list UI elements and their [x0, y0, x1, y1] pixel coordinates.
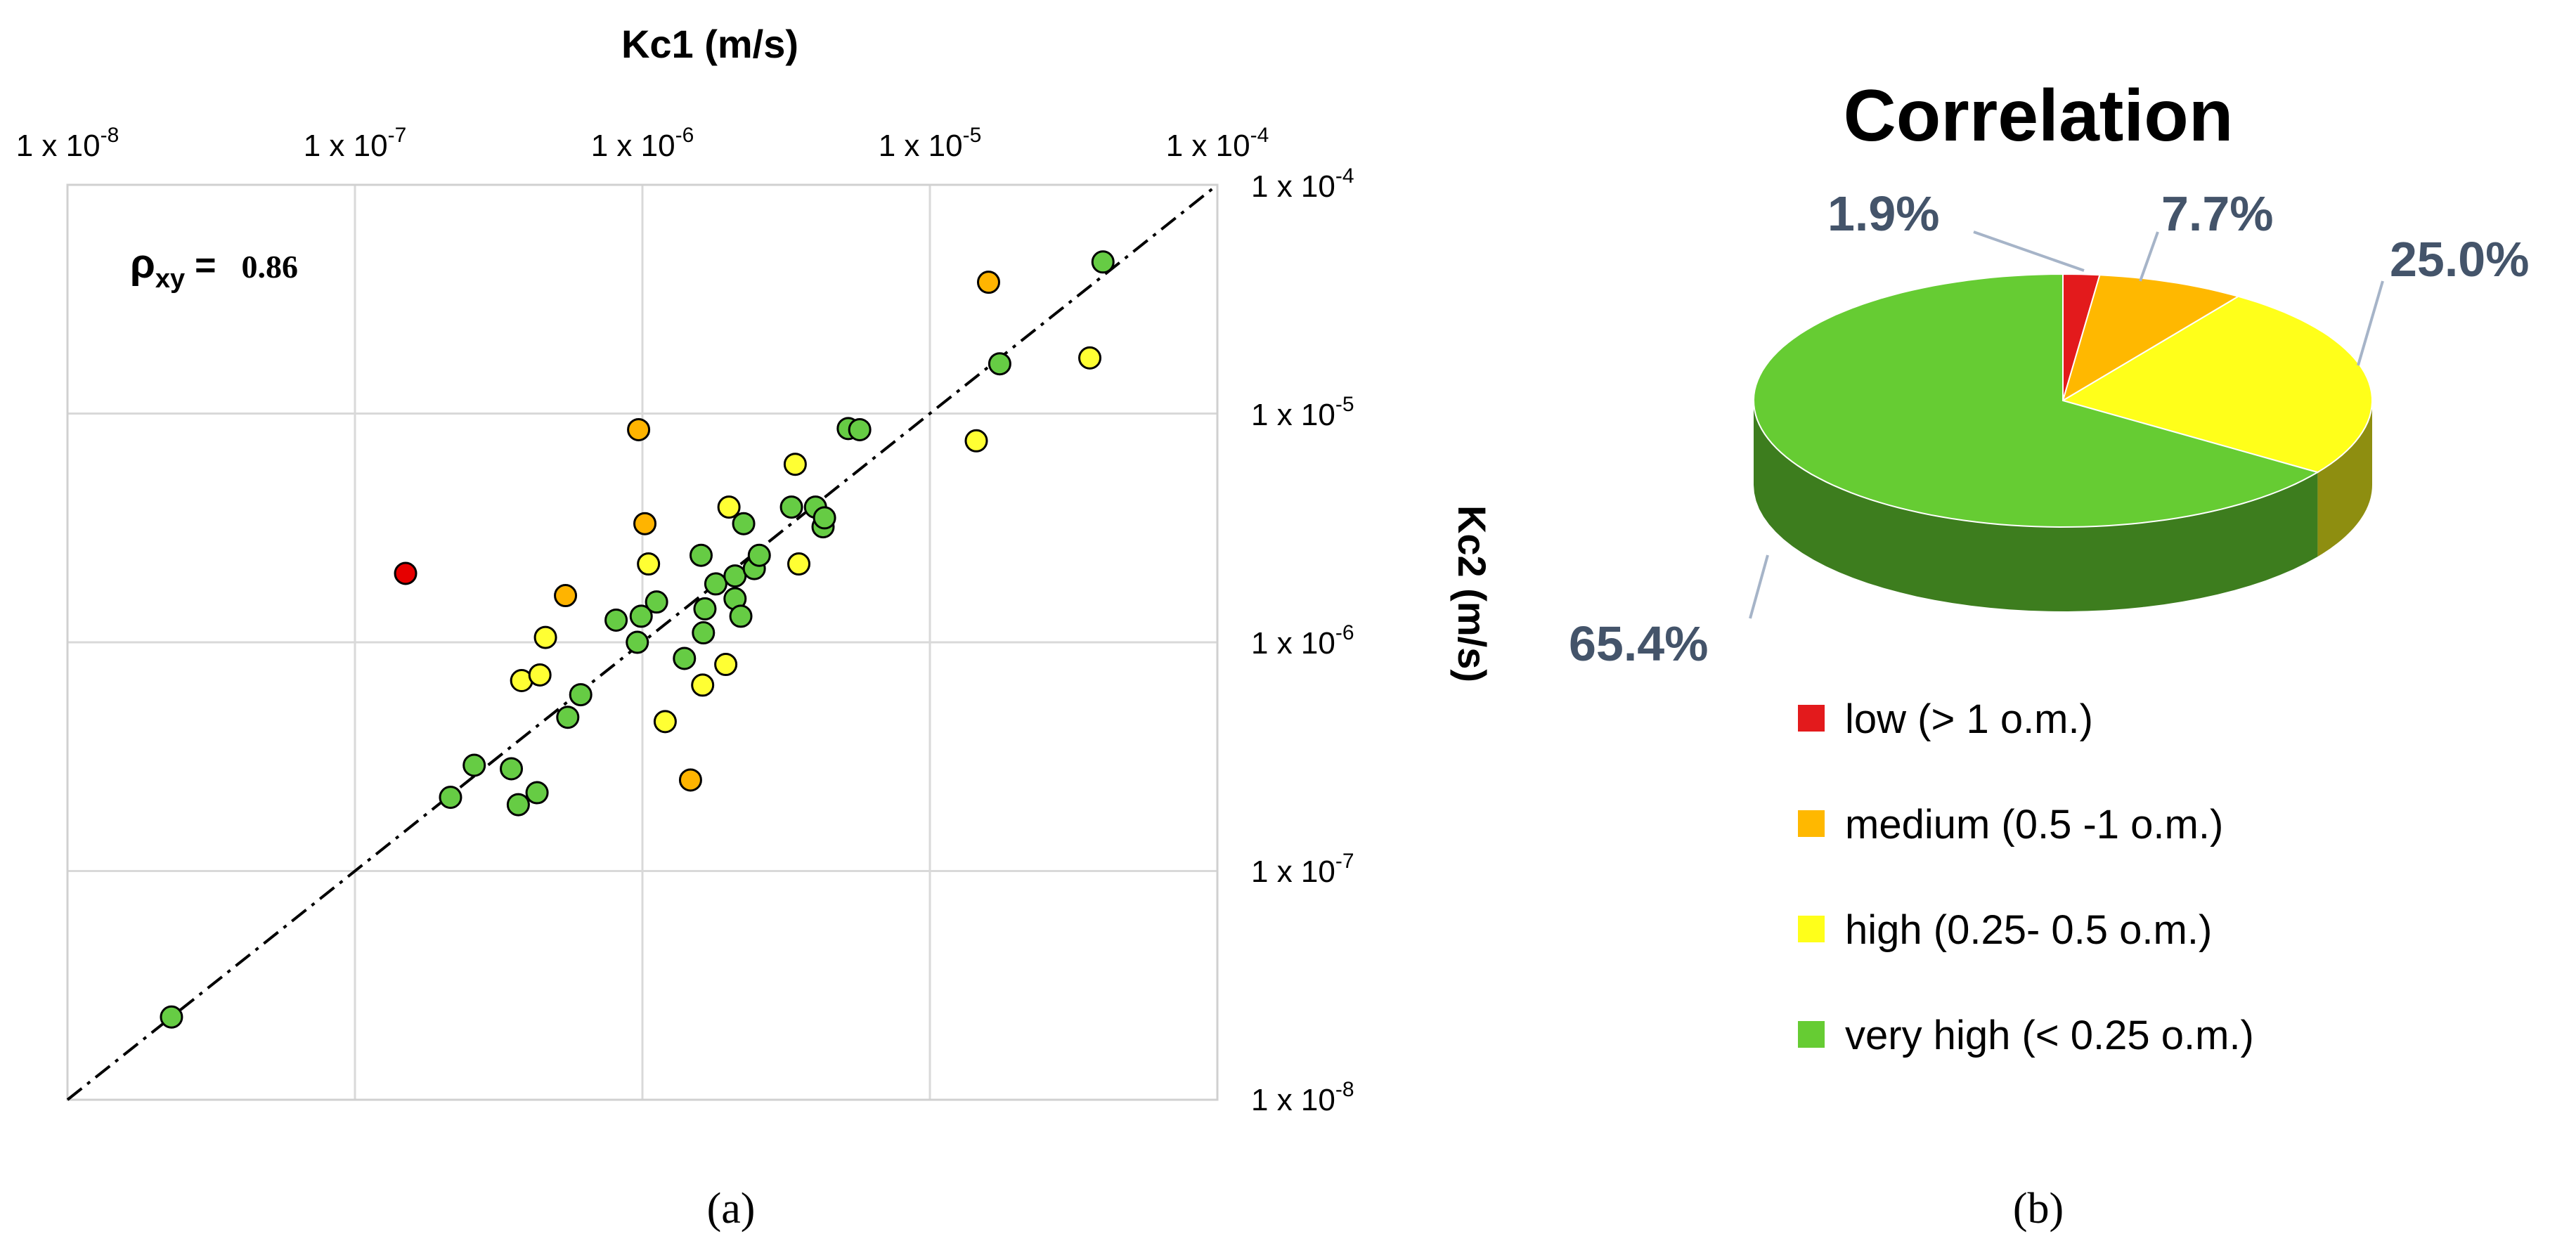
scatter-point-very-high [779, 495, 803, 519]
legend-label: low (> 1 o.m.) [1845, 696, 2093, 742]
pie-value-label: 1.9% [1827, 186, 1940, 241]
scatter-point-very-high [704, 572, 727, 596]
scatter-point-high [637, 552, 661, 576]
scatter-point-high [533, 625, 557, 649]
scatter-point-very-high [462, 753, 486, 777]
scatter-point-very-high [747, 543, 771, 567]
x-tick-label: 1 x 10-5 [879, 124, 982, 163]
scatter-point-very-high [645, 590, 668, 614]
scatter-point-very-high [569, 683, 593, 707]
scatter-point-high [714, 653, 738, 677]
x-tick-label: 1 x 10-4 [1166, 124, 1269, 163]
scatter-point-high [691, 673, 715, 697]
pie-slice-high [2061, 295, 2374, 474]
data-points [160, 250, 1115, 1029]
scatter-point-very-high [525, 781, 549, 805]
scatter-point-medium [976, 271, 1000, 294]
pie-chart: Correlation 1.9% 7.7% 25.0% 65.4% low (>… [1569, 75, 2529, 1233]
legend-label: high (0.25- 0.5 o.m.) [1845, 907, 2212, 953]
scatter-point-high [787, 552, 811, 576]
y-tick-label: 1 x 10-4 [1251, 164, 1354, 204]
scatter-point-medium [554, 584, 578, 608]
x-tick-label: 1 x 10-8 [16, 124, 119, 163]
scatter-point-very-high [160, 1005, 183, 1029]
plot-area-border [66, 183, 1219, 1101]
scatter-point-very-high [729, 604, 753, 628]
scatter-point-very-high [500, 757, 524, 781]
y-tick-label: 1 x 10-8 [1251, 1078, 1354, 1117]
y-tick-label: 1 x 10-5 [1251, 393, 1354, 432]
pie-slices [1752, 273, 2374, 528]
legend-swatch-medium [1798, 810, 1825, 837]
leader-lines [1749, 230, 2384, 619]
scatter-point-very-high [506, 793, 530, 817]
legend-item-high: high (0.25- 0.5 o.m.) [1798, 907, 2212, 953]
legend-item-very-high: very high (< 0.25 o.m.) [1798, 1013, 2254, 1058]
scatter-point-very-high [626, 630, 649, 654]
correlation-annotation: ρxy = 0.86 [130, 241, 298, 294]
scatter-point-medium [627, 417, 651, 441]
legend-label: medium (0.5 -1 o.m.) [1845, 802, 2223, 847]
legend-item-medium: medium (0.5 -1 o.m.) [1798, 802, 2223, 847]
scatter-point-medium [633, 512, 657, 535]
scatter-point-high [653, 710, 677, 734]
scatter-point-very-high [604, 608, 628, 632]
panel-label-b: (b) [2013, 1185, 2064, 1233]
x-axis-title: Kc1 (m/s) [621, 22, 798, 66]
scatter-point-very-high [813, 506, 836, 530]
pie-depth [1754, 401, 2372, 611]
legend-swatch-high [1798, 916, 1825, 942]
scatter-point-very-high [1091, 250, 1115, 274]
legend-swatch-low [1798, 705, 1825, 732]
scatter-point-very-high [692, 621, 716, 645]
leader-line-very-high [1749, 554, 1769, 619]
scatter-point-high [964, 429, 988, 453]
legend-swatch-very-high [1798, 1021, 1825, 1048]
scatter-point-very-high [673, 647, 697, 670]
scatter-point-very-high [988, 352, 1011, 376]
pie-side-very-high [1754, 401, 2318, 611]
pie-slice-very-high [1752, 273, 2319, 528]
pie-side-high [2317, 401, 2372, 557]
y-tick-labels: 1 x 10-4 1 x 10-5 1 x 10-6 1 x 10-7 1 x … [1251, 164, 1354, 1117]
panel-label-a: (a) [707, 1185, 756, 1233]
scatter-point-very-high [693, 597, 717, 620]
leader-line-high [2357, 280, 2384, 366]
pie-value-label: 7.7% [2161, 186, 2274, 241]
scatter-point-high [1078, 346, 1102, 370]
x-tick-labels: 1 x 10-8 1 x 10-7 1 x 10-6 1 x 10-5 1 x … [16, 124, 1269, 163]
scatter-point-medium [678, 768, 702, 792]
y-tick-label: 1 x 10-6 [1251, 621, 1354, 661]
pie-value-label: 65.4% [1569, 616, 1708, 671]
pie-slice-medium [2062, 274, 2241, 403]
scatter-point-very-high [732, 512, 756, 535]
scatter-point-very-high [556, 706, 580, 729]
legend-item-low: low (> 1 o.m.) [1798, 696, 2093, 742]
x-tick-label: 1 x 10-7 [304, 124, 407, 163]
scatter-point-very-high [689, 543, 713, 567]
pie-value-label: 25.0% [2390, 232, 2529, 287]
scatter-point-high [783, 453, 807, 476]
legend-label: very high (< 0.25 o.m.) [1845, 1013, 2254, 1058]
scatter-point-very-high [629, 604, 653, 628]
scatter-point-high [528, 663, 552, 687]
scatter-point-very-high [439, 786, 462, 810]
y-axis-title: Kc2 (m/s) [1450, 505, 1494, 682]
scatter-point-very-high [723, 564, 747, 588]
leader-line-low [1973, 230, 2085, 272]
scatter-point-very-high [848, 417, 872, 441]
y-tick-label: 1 x 10-7 [1251, 850, 1354, 889]
pie-title: Correlation [1844, 75, 2234, 157]
pie-legend: low (> 1 o.m.) medium (0.5 -1 o.m.) high… [1798, 696, 2254, 1058]
scatter-point-low [394, 561, 418, 585]
scatter-point-high [717, 495, 741, 519]
scatter-chart: Kc1 (m/s) 1 x 10-8 1 x 10-7 1 x 10-6 1 x… [16, 22, 1494, 1233]
x-tick-label: 1 x 10-6 [591, 124, 694, 163]
leader-line-medium [2139, 231, 2159, 282]
